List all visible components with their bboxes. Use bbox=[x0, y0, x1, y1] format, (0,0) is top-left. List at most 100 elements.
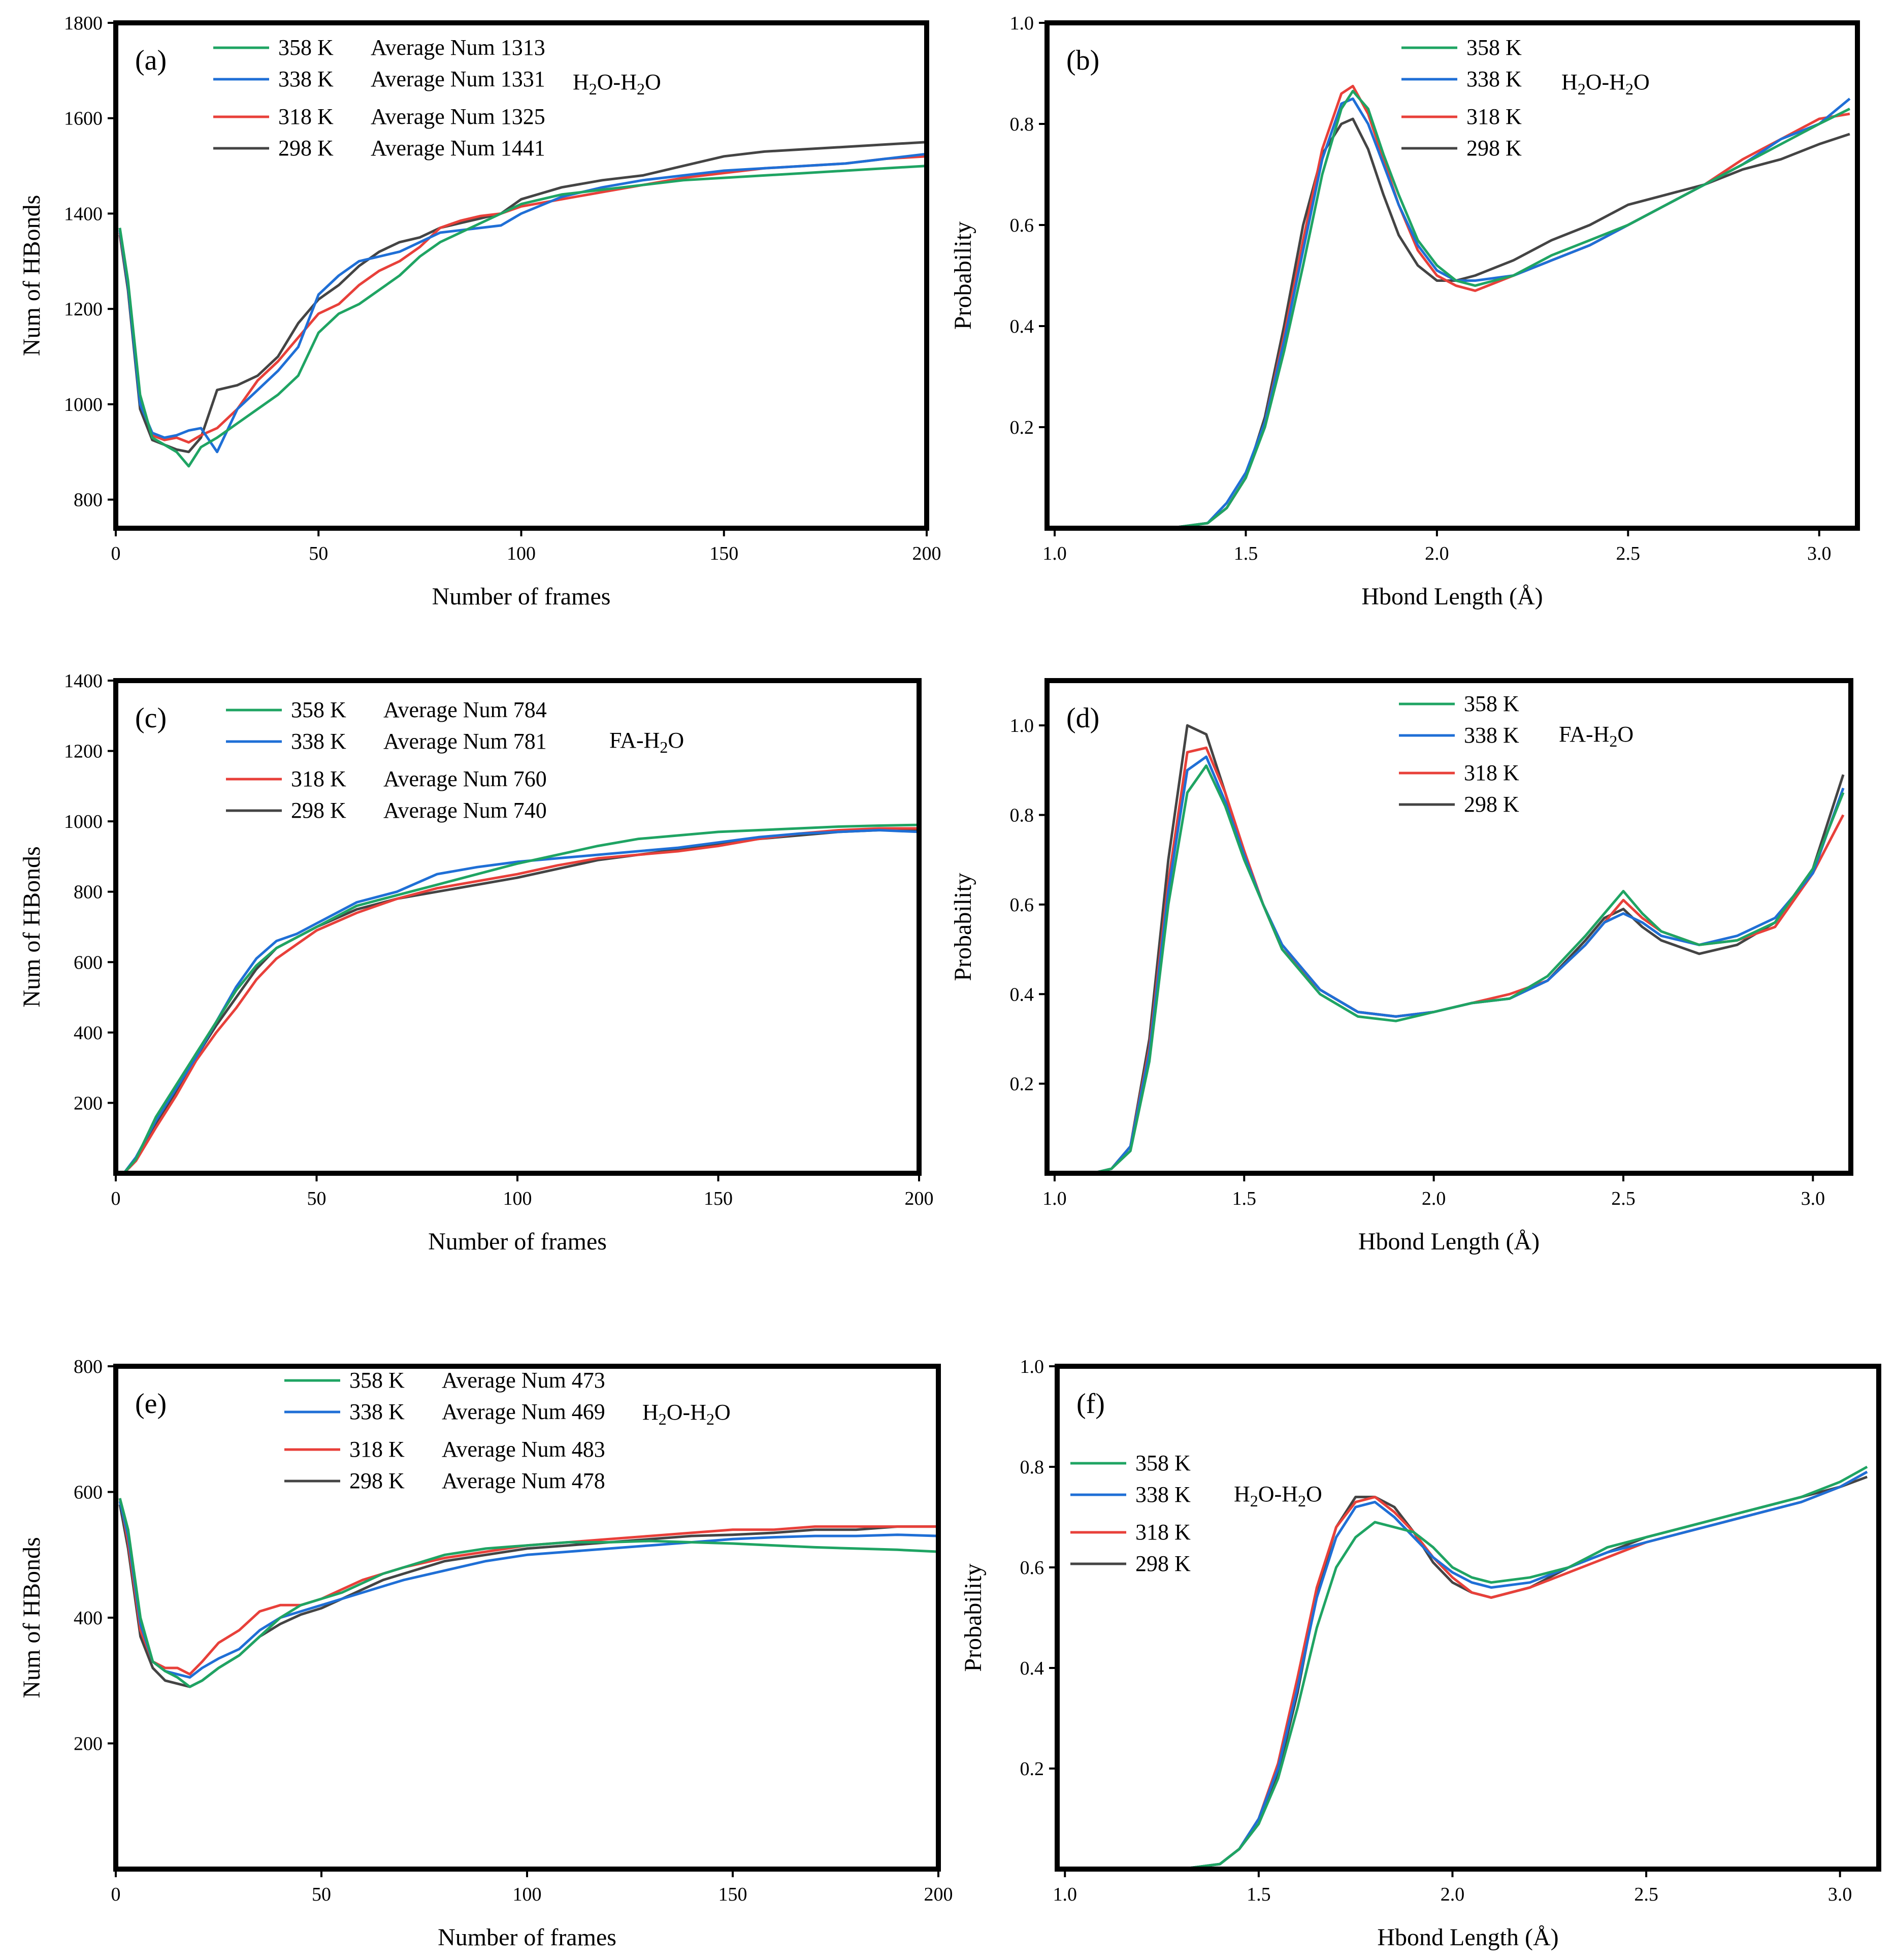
y-tick-label: 1.0 bbox=[1010, 715, 1034, 736]
legend-label: 298 K bbox=[278, 136, 334, 160]
y-tick-label: 0.4 bbox=[1010, 316, 1034, 337]
plot-frame bbox=[1055, 1364, 1881, 1872]
panel-f: 1.0 1.5 2.0 2.5 3.0 0.2 0.4 0.6 0.8 1.0 Hbond Leng… bbox=[960, 1356, 1881, 1951]
legend-label: 318 K bbox=[291, 766, 346, 791]
panel-label: (d) bbox=[1066, 702, 1099, 734]
y-tick-label: 1200 bbox=[64, 299, 103, 320]
series-line-358k bbox=[1065, 1465, 1868, 1869]
x-tick-label: 200 bbox=[905, 1188, 934, 1209]
legend-label: 338 K bbox=[1466, 67, 1522, 91]
y-tick-label: 0.2 bbox=[1010, 1074, 1034, 1095]
legend-average: Average Num 1331 bbox=[371, 67, 545, 91]
series-line-318k bbox=[123, 827, 919, 1173]
panel-label: (f) bbox=[1076, 1388, 1105, 1420]
series-line-358k bbox=[1055, 89, 1851, 528]
x-tick-label: 2.0 bbox=[1425, 543, 1449, 564]
y-axis-title: Probability bbox=[950, 221, 976, 330]
legend-label: 358 K bbox=[278, 35, 334, 60]
panel-a: 0 50 100 150 200 800 1000 1200 1400 1600 1800 Numbe… bbox=[18, 13, 941, 610]
x-tick-label: 0 bbox=[111, 1884, 121, 1905]
series-line-358k bbox=[122, 823, 919, 1173]
x-tick-label: 1.5 bbox=[1247, 1884, 1271, 1905]
panel-label: (c) bbox=[135, 702, 167, 734]
series-lines bbox=[1065, 1465, 1868, 1869]
series-lines bbox=[1055, 84, 1851, 528]
series-line-358k bbox=[1054, 764, 1845, 1173]
legend-label: 298 K bbox=[291, 798, 346, 823]
legend-average: Average Num 760 bbox=[383, 766, 547, 791]
legend-label: 318 K bbox=[1466, 104, 1522, 129]
y-tick-label: 1.0 bbox=[1020, 1356, 1044, 1377]
x-axis-title: Number of frames bbox=[438, 1924, 616, 1951]
panel-label: (e) bbox=[135, 1388, 167, 1420]
molecule-label: FA-H2O bbox=[609, 728, 684, 756]
y-tick-label: 1400 bbox=[64, 203, 103, 224]
panel-e: 0 50 100 150 200 200 400 600 800 Number of frames… bbox=[18, 1356, 953, 1951]
y-axis-title: Num of HBonds bbox=[18, 846, 45, 1007]
series-line-318k bbox=[118, 1498, 938, 1676]
series-line-298k bbox=[1054, 724, 1845, 1173]
x-tick-label: 50 bbox=[312, 1884, 331, 1905]
y-tick-label: 800 bbox=[74, 882, 103, 903]
legend-label: 358 K bbox=[1466, 35, 1522, 60]
molecule-label: H2O-H2O bbox=[573, 70, 661, 98]
x-tick-label: 2.5 bbox=[1634, 1884, 1658, 1905]
y-axis-title: Num of HBonds bbox=[18, 195, 45, 356]
legend-label: 318 K bbox=[1135, 1520, 1191, 1545]
y-tick-label: 0.6 bbox=[1010, 894, 1034, 916]
legend-label: 358 K bbox=[1464, 691, 1519, 716]
x-axis-title: Number of frames bbox=[428, 1228, 607, 1255]
x-tick-label: 150 bbox=[709, 543, 738, 564]
x-tick-label: 150 bbox=[718, 1884, 747, 1905]
legend-label: 358 K bbox=[1135, 1451, 1191, 1475]
x-axis-title: Hbond Length (Å) bbox=[1358, 1228, 1540, 1255]
plot-frame bbox=[113, 20, 929, 531]
legend-average: Average Num 1313 bbox=[371, 35, 545, 60]
legend-label: 318 K bbox=[349, 1437, 405, 1462]
x-tick-label: 3.0 bbox=[1807, 543, 1832, 564]
molecule-label: H2O-H2O bbox=[642, 1400, 731, 1428]
legend-label: 338 K bbox=[349, 1399, 405, 1424]
y-tick-label: 800 bbox=[74, 490, 103, 511]
legend-label: 338 K bbox=[1135, 1482, 1191, 1507]
series-line-318k bbox=[1054, 746, 1845, 1173]
series-line-338k bbox=[122, 829, 919, 1173]
y-tick-label: 1400 bbox=[64, 670, 103, 692]
plot-frame bbox=[1044, 678, 1853, 1176]
y-tick-label: 0.8 bbox=[1010, 114, 1034, 135]
x-axis-title: Number of frames bbox=[432, 583, 611, 610]
x-axis-title: Hbond Length (Å) bbox=[1377, 1924, 1558, 1951]
legend-average: Average Num 469 bbox=[442, 1399, 605, 1424]
legend-label: 298 K bbox=[1464, 792, 1519, 817]
plot-frame bbox=[113, 678, 922, 1176]
x-tick-label: 1.0 bbox=[1042, 543, 1067, 564]
legend-label: 358 K bbox=[291, 697, 346, 722]
y-tick-label: 800 bbox=[74, 1356, 103, 1377]
legend-average: Average Num 473 bbox=[442, 1368, 605, 1393]
series-line-298k bbox=[122, 829, 919, 1173]
series-line-338k bbox=[1054, 755, 1845, 1173]
x-tick-label: 100 bbox=[513, 1884, 542, 1905]
series-line-338k bbox=[1055, 97, 1851, 528]
x-tick-label: 0 bbox=[111, 1188, 121, 1209]
series-line-318k bbox=[1055, 84, 1850, 528]
plot-frame bbox=[1044, 20, 1860, 531]
y-axis-title: Probability bbox=[960, 1563, 987, 1672]
series-lines bbox=[118, 141, 927, 468]
x-tick-label: 2.0 bbox=[1441, 1884, 1465, 1905]
y-tick-label: 0.8 bbox=[1020, 1457, 1044, 1478]
series-lines bbox=[122, 823, 919, 1173]
legend-label: 318 K bbox=[278, 104, 334, 129]
y-tick-label: 600 bbox=[74, 1482, 103, 1503]
y-tick-label: 1200 bbox=[64, 741, 103, 762]
legend-label: 298 K bbox=[349, 1468, 405, 1493]
series-line-358k bbox=[118, 165, 927, 468]
x-tick-label: 1.5 bbox=[1234, 543, 1258, 564]
y-tick-label: 0.2 bbox=[1020, 1758, 1044, 1780]
x-tick-label: 1.0 bbox=[1042, 1188, 1067, 1209]
x-tick-label: 50 bbox=[307, 1188, 326, 1209]
panel-d: 1.0 1.5 2.0 2.5 3.0 0.2 0.4 0.6 0.8 1.0 Hbond Leng… bbox=[950, 678, 1853, 1255]
legend-average: Average Num 478 bbox=[442, 1468, 605, 1493]
y-tick-label: 0.6 bbox=[1010, 215, 1034, 236]
x-tick-label: 100 bbox=[503, 1188, 532, 1209]
